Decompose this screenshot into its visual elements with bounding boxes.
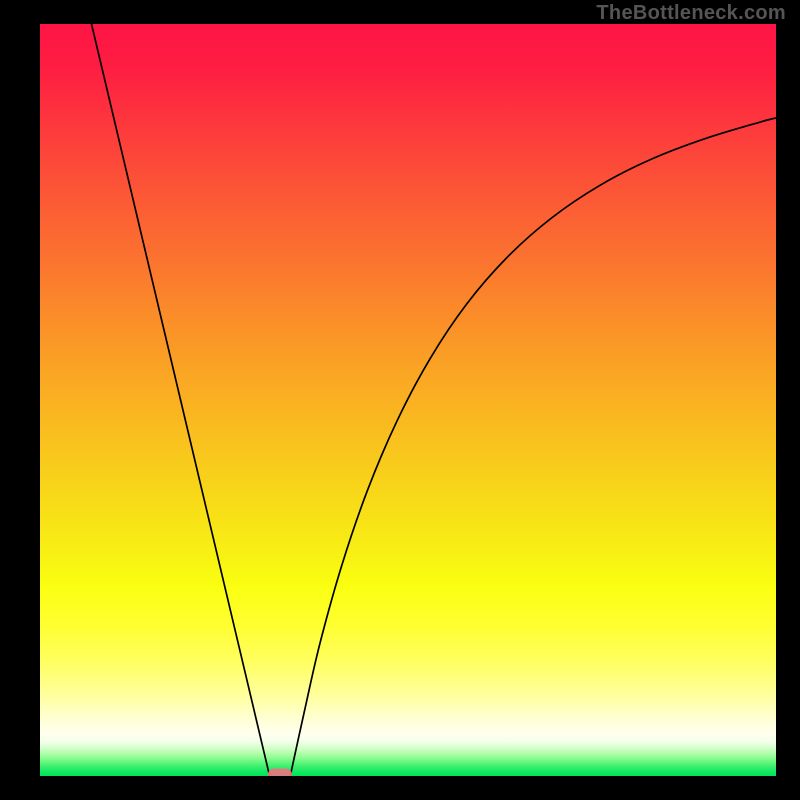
plot-area — [40, 24, 776, 776]
watermark-text: TheBottleneck.com — [596, 2, 786, 25]
minimum-marker — [268, 769, 292, 777]
chart-frame: TheBottleneck.com — [0, 0, 800, 800]
